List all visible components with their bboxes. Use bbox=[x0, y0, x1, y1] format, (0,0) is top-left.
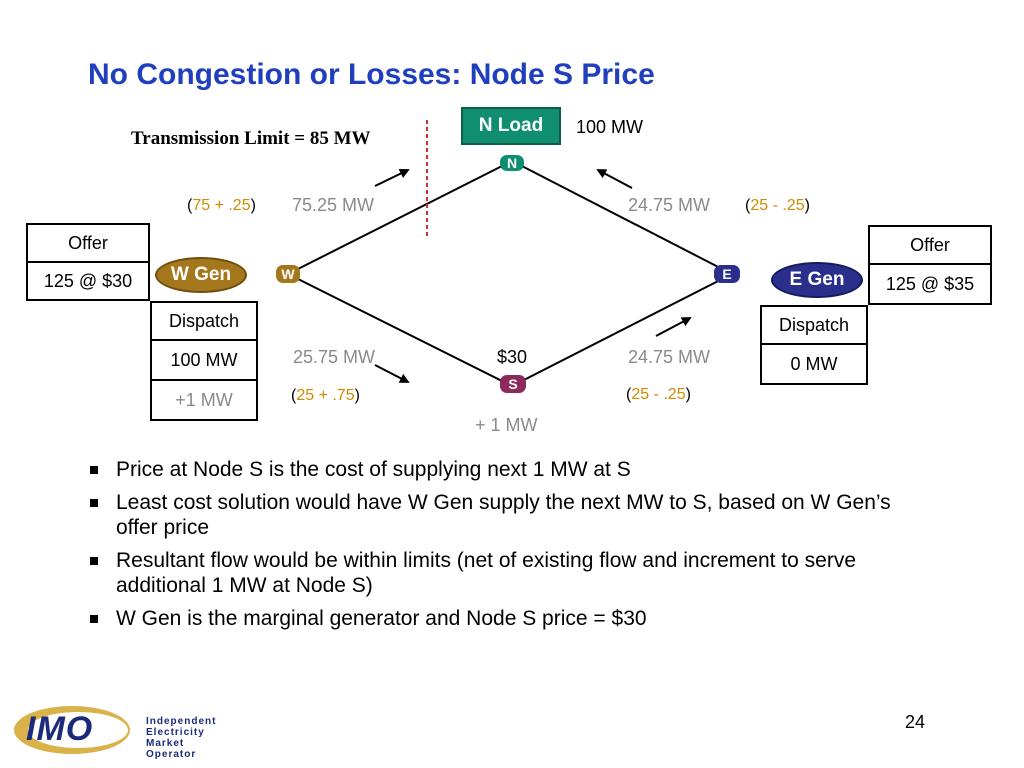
w-gen-offer-header: Offer bbox=[26, 223, 150, 263]
line-n-e bbox=[515, 162, 729, 273]
page-number: 24 bbox=[905, 712, 926, 732]
bullet-square-icon bbox=[90, 615, 98, 623]
flow-se-base: (25 - .25) bbox=[626, 386, 691, 403]
node-n: N bbox=[500, 155, 524, 171]
flow-arrow-wn bbox=[374, 168, 410, 187]
logo-line-1: Independent bbox=[146, 716, 217, 727]
flow-se-value: 24.75 MW bbox=[628, 347, 711, 367]
flow-ws-value: 25.75 MW bbox=[293, 347, 376, 367]
node-s-increment: + 1 MW bbox=[475, 415, 538, 435]
flow-ne-base: (25 - .25) bbox=[745, 197, 810, 214]
e-gen-offer-value: 125 @ $35 bbox=[868, 263, 992, 305]
transmission-limit-label: Transmission Limit = 85 MW bbox=[131, 128, 371, 149]
logo-line-2: Electricity bbox=[146, 727, 205, 738]
bullet-item: W Gen is the marginal generator and Node… bbox=[88, 606, 938, 631]
flow-wn-value: 75.25 MW bbox=[292, 195, 375, 215]
node-s-price: $30 bbox=[497, 347, 528, 367]
e-gen-dispatch-header: Dispatch bbox=[760, 305, 868, 345]
node-s: S bbox=[500, 375, 526, 393]
logo-mark: IMO bbox=[26, 710, 94, 748]
flow-arrow-ws bbox=[374, 364, 410, 383]
flow-ne-value: 24.75 MW bbox=[628, 195, 711, 215]
flow-arrow-en bbox=[596, 169, 633, 189]
line-w-s bbox=[291, 275, 509, 385]
bullet-item: Resultant flow would be within limits (n… bbox=[88, 548, 938, 598]
flow-wn-base: (75 + .25) bbox=[187, 197, 256, 214]
bullet-item: Price at Node S is the cost of supplying… bbox=[88, 457, 938, 482]
node-w: W bbox=[276, 265, 300, 283]
w-gen-dispatch-header: Dispatch bbox=[150, 301, 258, 341]
n-load-box: N Load bbox=[461, 107, 561, 145]
bullet-list: Price at Node S is the cost of supplying… bbox=[88, 457, 938, 639]
flow-arrow-se bbox=[655, 317, 692, 337]
w-gen-offer-value: 125 @ $30 bbox=[26, 261, 150, 301]
bullet-square-icon bbox=[90, 557, 98, 565]
e-gen-dispatch-value: 0 MW bbox=[760, 343, 868, 385]
flow-ws-base: (25 + .75) bbox=[291, 387, 360, 404]
w-gen-increment: +1 MW bbox=[150, 379, 258, 421]
logo-line-3: Market Operator bbox=[146, 738, 197, 760]
node-e: E bbox=[714, 265, 740, 283]
n-load-value: 100 MW bbox=[576, 117, 644, 137]
line-w-n bbox=[291, 162, 509, 273]
w-gen-badge: W Gen bbox=[155, 257, 247, 293]
imo-logo: IMO Independent Electricity Market Opera… bbox=[12, 700, 232, 760]
e-gen-badge: E Gen bbox=[771, 262, 863, 298]
w-gen-dispatch-value: 100 MW bbox=[150, 339, 258, 381]
bullet-item: Least cost solution would have W Gen sup… bbox=[88, 490, 938, 540]
bullet-square-icon bbox=[90, 466, 98, 474]
e-gen-offer-header: Offer bbox=[868, 225, 992, 265]
bullet-square-icon bbox=[90, 499, 98, 507]
line-s-e bbox=[515, 275, 729, 385]
logo-swoosh-icon bbox=[14, 706, 130, 754]
slide-title: No Congestion or Losses: Node S Price bbox=[88, 58, 655, 91]
